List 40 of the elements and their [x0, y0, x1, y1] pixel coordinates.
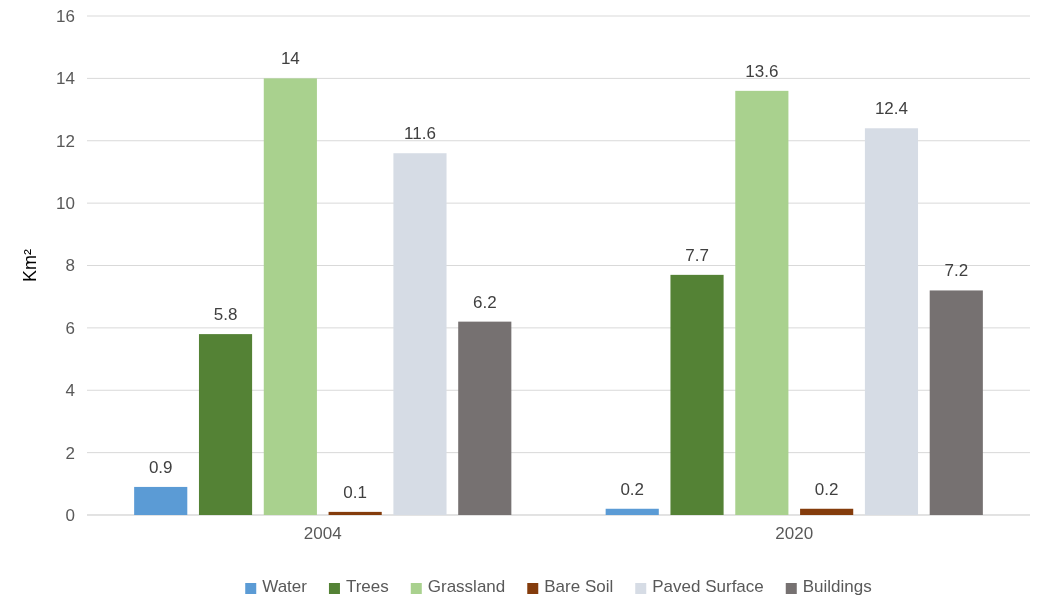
bar: [735, 90, 789, 515]
y-tick-label: 16: [56, 6, 75, 26]
bar: [800, 508, 854, 515]
bar: [929, 290, 983, 515]
legend-label: Grassland: [427, 577, 506, 596]
legend-label: Paved Surface: [652, 577, 764, 596]
bar: [263, 78, 317, 515]
bar: [134, 486, 188, 515]
y-tick-label: 12: [56, 131, 75, 151]
data-label: 0.2: [814, 479, 839, 499]
legend-label: Bare Soil: [544, 577, 614, 596]
data-label: 12.4: [874, 99, 909, 119]
bar: [198, 334, 253, 515]
data-label: 7.7: [685, 245, 709, 265]
y-tick-label: 2: [65, 443, 75, 463]
y-tick-label: 0: [65, 505, 75, 525]
x-tick-label: 2020: [775, 524, 814, 544]
bar: [670, 274, 724, 515]
legend-label: Buildings: [802, 577, 872, 596]
y-tick-label: 4: [65, 381, 75, 401]
data-label: 11.6: [404, 124, 436, 144]
data-label: 0.9: [148, 457, 173, 477]
bar: [605, 508, 659, 515]
data-label: 0.1: [343, 482, 367, 502]
y-tick-label: 8: [65, 256, 75, 276]
data-label: 7.2: [944, 261, 969, 281]
data-label: 14: [280, 49, 300, 69]
data-label: 6.2: [472, 292, 497, 312]
bar: [458, 321, 512, 515]
y-tick-label: 6: [65, 318, 75, 338]
data-label: 13.6: [745, 61, 779, 81]
legend-label: Trees: [345, 577, 389, 596]
data-label: 0.2: [620, 479, 645, 499]
legend-label: Water: [262, 577, 308, 596]
y-tick-label: 14: [56, 69, 75, 89]
data-label: 5.8: [213, 305, 238, 325]
x-tick-label: 2004: [303, 524, 342, 544]
y-axis-title: Km²: [20, 249, 40, 282]
y-tick-label: 10: [56, 194, 75, 214]
bar: [328, 511, 382, 515]
